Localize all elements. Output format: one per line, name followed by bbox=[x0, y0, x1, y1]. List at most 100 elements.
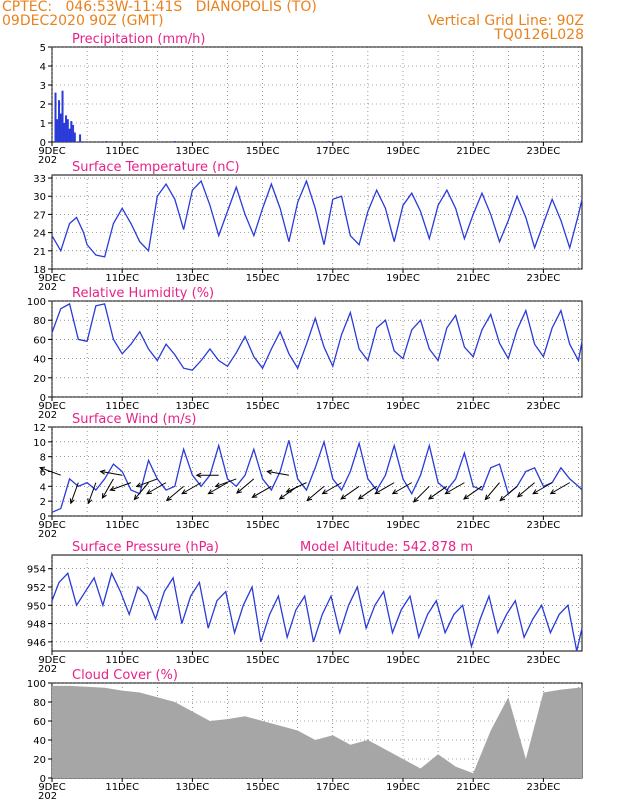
temp-xtick-label: 19DEC bbox=[386, 273, 420, 284]
wind-arrow bbox=[165, 485, 184, 502]
rh-ytick-label: 80 bbox=[33, 316, 46, 327]
wind-ytick-label: 0 bbox=[40, 512, 46, 523]
precip-xtick-label: 9DEC bbox=[38, 146, 65, 157]
wind-arrow-head bbox=[321, 489, 328, 495]
pressure-ytick-label: 946 bbox=[27, 638, 46, 649]
rh-xtick-label: 13DEC bbox=[176, 401, 210, 412]
wind-arrow bbox=[357, 485, 377, 500]
temp-xtick-label: 11DEC bbox=[105, 273, 139, 284]
precip-bar bbox=[328, 141, 331, 142]
wind-arrow-head bbox=[165, 495, 172, 502]
wind-arrow-head bbox=[101, 492, 107, 499]
wind-arrow-head bbox=[357, 494, 364, 500]
cloud-xtick-label: 11DEC bbox=[105, 782, 139, 793]
wind-year-label: 202 bbox=[38, 529, 57, 540]
header-station: CPTEC: 046:53W-11:41S DIANOPOLIS (TO) bbox=[2, 0, 317, 15]
wind-arrow bbox=[146, 482, 167, 495]
cloud-ytick-label: 40 bbox=[33, 736, 46, 747]
wind-arrow bbox=[39, 466, 61, 476]
wind-arrow-shaft bbox=[550, 482, 570, 495]
precip-bar bbox=[56, 119, 59, 142]
temp-frame bbox=[51, 174, 583, 270]
precip-bar bbox=[59, 113, 62, 142]
wind-arrow bbox=[444, 482, 465, 495]
wind-arrow bbox=[516, 482, 535, 498]
pressure-ytick-label: 954 bbox=[27, 565, 46, 576]
precip-xtick-label: 23DEC bbox=[527, 146, 561, 157]
precip-bar bbox=[72, 124, 75, 142]
wind-arrow-shaft bbox=[340, 485, 360, 500]
wind-arrow-shaft bbox=[374, 482, 395, 495]
precip-xtick-label: 15DEC bbox=[246, 146, 280, 157]
wind-arrow-head bbox=[133, 494, 140, 501]
temp-ytick-label: 18 bbox=[33, 265, 46, 276]
wind-xtick-label: 15DEC bbox=[246, 520, 280, 531]
wind-arrow bbox=[99, 469, 123, 476]
temp-xtick-label: 21DEC bbox=[456, 273, 490, 284]
wind-arrow bbox=[195, 472, 219, 478]
wind-arrow-shaft bbox=[39, 467, 61, 476]
wind-arrow bbox=[101, 478, 114, 499]
wind-arrow-shaft bbox=[463, 485, 483, 500]
cloud-ytick-label: 0 bbox=[40, 774, 46, 785]
precip-xtick-label: 17DEC bbox=[316, 146, 350, 157]
wind-arrow-head bbox=[532, 489, 539, 495]
wind-arrow-head bbox=[87, 498, 93, 505]
temp-panel: 18 21 24 27 30 33 9DEC 11DEC 13DEC 15DEC 17DEC 19DE… bbox=[33, 160, 583, 293]
wind-arrow bbox=[412, 485, 430, 503]
wind-arrow-head bbox=[549, 489, 556, 495]
wind-arrow bbox=[135, 478, 158, 488]
wind-arrow-shaft bbox=[236, 478, 255, 494]
precip-bar bbox=[70, 121, 73, 142]
wind-arrow bbox=[463, 485, 483, 500]
wind-arrow-head bbox=[285, 487, 292, 493]
rh-series-line bbox=[51, 302, 583, 371]
cloud-xtick-label: 23DEC bbox=[527, 782, 561, 793]
precip-bar bbox=[61, 90, 64, 142]
wind-arrow-head bbox=[463, 494, 469, 500]
wind-title: Surface Wind (m/s) bbox=[72, 412, 196, 427]
temp-series-line bbox=[51, 179, 583, 258]
rh-ytick-label: 100 bbox=[27, 297, 46, 308]
rh-ytick-label: 20 bbox=[33, 374, 46, 385]
wind-arrow-shaft bbox=[133, 482, 149, 500]
cloud-ytick-label: 80 bbox=[33, 698, 46, 709]
wind-xtick-label: 19DEC bbox=[386, 520, 420, 531]
wind-arrow bbox=[374, 482, 395, 495]
wind-arrow bbox=[484, 482, 500, 501]
cloud-ytick-label: 20 bbox=[33, 755, 46, 766]
wind-xtick-label: 13DEC bbox=[176, 520, 210, 531]
wind-arrow-shaft bbox=[101, 478, 114, 499]
wind-arrow-head bbox=[391, 489, 398, 495]
temp-xtick-label: 23DEC bbox=[527, 273, 561, 284]
wind-arrow bbox=[549, 482, 570, 495]
header-model-id: TQ0126L028 bbox=[494, 27, 584, 43]
wind-arrow-shaft bbox=[110, 482, 132, 491]
pressure-xtick-label: 19DEC bbox=[386, 655, 420, 666]
precip-bar bbox=[65, 115, 68, 142]
wind-arrow bbox=[499, 485, 518, 502]
precip-xtick-label: 21DEC bbox=[456, 146, 490, 157]
precip-ytick-label: 2 bbox=[40, 100, 46, 111]
precip-year-label: 202 bbox=[38, 155, 57, 166]
wind-arrow-head bbox=[69, 498, 75, 505]
pressure-xtick-label: 15DEC bbox=[246, 655, 280, 666]
wind-arrow bbox=[340, 485, 360, 500]
cloud-xtick-label: 21DEC bbox=[456, 782, 490, 793]
model-altitude-label: Model Altitude: 542.878 m bbox=[300, 540, 473, 555]
precip-frame bbox=[51, 46, 583, 143]
precip-bar bbox=[173, 141, 176, 142]
pressure-xtick-label: 13DEC bbox=[176, 655, 210, 666]
wind-arrow-shaft bbox=[517, 482, 535, 498]
precip-bar bbox=[58, 100, 61, 142]
precip-ytick-label: 4 bbox=[40, 62, 46, 73]
wind-arrow-head bbox=[146, 489, 153, 495]
wind-xtick-label: 11DEC bbox=[105, 520, 139, 531]
pressure-series-line bbox=[51, 571, 583, 652]
wind-arrow bbox=[207, 482, 228, 495]
rh-ytick-label: 0 bbox=[40, 393, 46, 404]
wind-arrow-head bbox=[207, 489, 214, 495]
wind-ytick-label: 4 bbox=[40, 482, 46, 493]
temp-xtick-label: 9DEC bbox=[38, 273, 65, 284]
wind-ytick-label: 10 bbox=[33, 438, 46, 449]
